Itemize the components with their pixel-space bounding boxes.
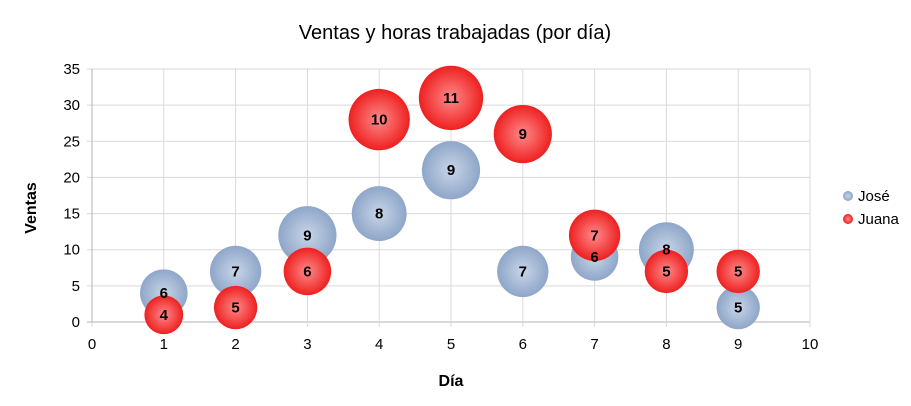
x-tick-label: 3: [303, 336, 311, 353]
bubble-juana: [348, 88, 410, 151]
bubble-jose: [278, 206, 337, 265]
x-tick-label: 5: [447, 336, 455, 353]
bubble-juana: [644, 249, 689, 294]
x-tick-label: 7: [590, 336, 598, 353]
x-tick-label: 1: [160, 336, 168, 353]
x-tick-label: 8: [662, 336, 670, 353]
bubble-label-jose: 5: [734, 300, 742, 317]
bubble-label-jose: 8: [375, 206, 383, 223]
bubble-jose: [716, 285, 760, 330]
bubble-juana: [418, 65, 484, 131]
bubble-label-juana: 9: [519, 126, 527, 143]
bubble-jose: [351, 186, 407, 242]
legend-marker-jose: [843, 191, 853, 201]
bubble-label-jose: 6: [590, 249, 598, 266]
x-tick-label: 9: [734, 336, 742, 353]
bubble-label-jose: 9: [303, 227, 311, 244]
x-tick-label: 2: [231, 336, 239, 353]
x-tick-label: 10: [802, 336, 819, 353]
legend-marker-juana: [843, 214, 853, 224]
bubble-label-juana: 11: [443, 90, 459, 107]
bubble-juana: [716, 249, 760, 294]
y-tick-label: 25: [63, 133, 80, 150]
bubble-label-juana: 7: [590, 227, 598, 244]
x-tick-label: 6: [519, 336, 527, 353]
bubble-label-juana: 5: [662, 263, 670, 280]
bubble-label-juana: 5: [734, 263, 742, 280]
bubble-label-jose: 7: [519, 263, 527, 280]
x-axis-label: Día: [439, 373, 464, 390]
legend-label-jose: José: [858, 188, 890, 205]
y-tick-label: 15: [63, 206, 80, 223]
legend: José Juana: [843, 188, 900, 228]
y-tick-label: 20: [63, 169, 80, 186]
y-tick-label: 10: [63, 242, 80, 259]
x-tick-label: 0: [88, 336, 96, 353]
bubble-juana: [568, 209, 621, 261]
bubble-jose: [421, 141, 481, 200]
bubble-label-juana: 6: [303, 263, 311, 280]
y-tick-label: 35: [63, 61, 80, 78]
bubble-juana: [493, 104, 552, 164]
y-tick-label: 0: [72, 314, 80, 331]
bubble-juana: [144, 295, 184, 335]
bubble-label-juana: 5: [231, 300, 239, 317]
bubble-label-jose: 7: [231, 263, 239, 280]
bubble-juana: [213, 285, 258, 330]
chart-title: Ventas y horas trabajadas (por día): [299, 22, 611, 44]
bubble-label-jose: 8: [662, 242, 670, 259]
bubble-label-jose: 9: [447, 162, 455, 179]
y-axis-label: Ventas: [23, 182, 40, 234]
bubble-label-jose: 6: [160, 285, 168, 302]
bubble-jose: [209, 245, 262, 298]
y-tick-label: 5: [72, 278, 80, 295]
bubble-label-juana: 10: [371, 112, 388, 129]
y-tick-label: 30: [63, 97, 80, 114]
x-tick-label: 4: [375, 336, 383, 353]
bubble-label-juana: 4: [160, 307, 169, 324]
bubble-juana: [283, 247, 332, 296]
bubble-jose: [497, 245, 549, 298]
legend-label-juana: Juana: [858, 211, 900, 228]
